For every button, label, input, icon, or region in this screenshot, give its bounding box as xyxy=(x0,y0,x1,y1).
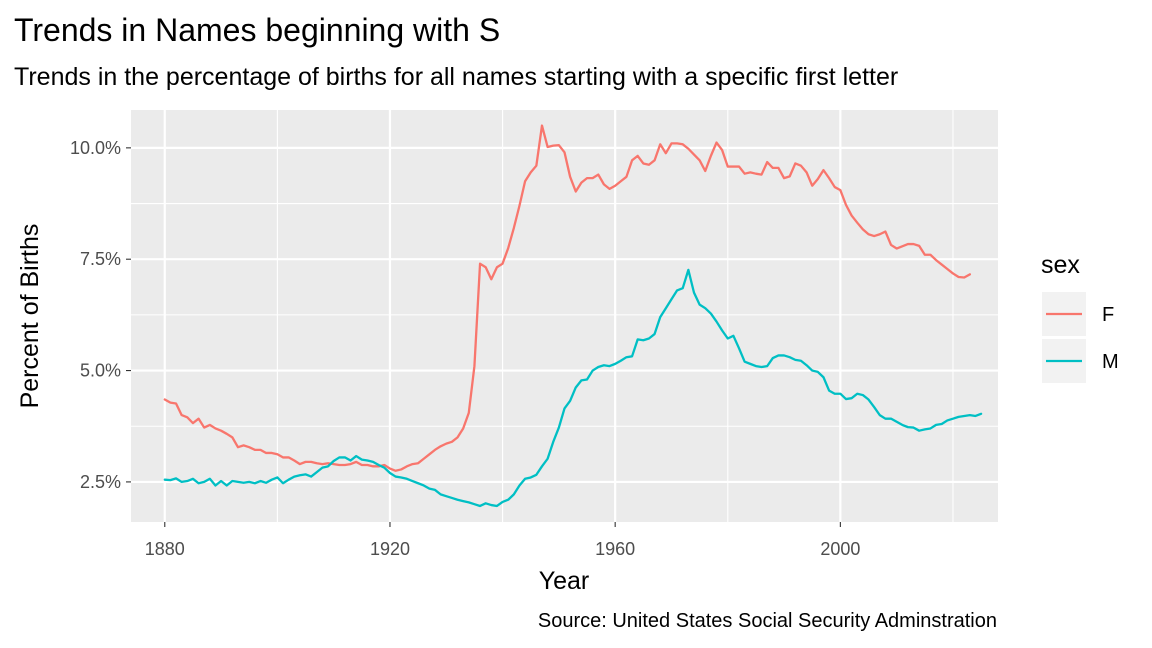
y-tick-label: 5.0% xyxy=(80,361,121,381)
chart-title: Trends in Names beginning with S xyxy=(14,12,500,48)
y-tick-label: 2.5% xyxy=(80,472,121,492)
chart-subtitle: Trends in the percentage of births for a… xyxy=(14,63,898,91)
series-lines xyxy=(163,124,983,508)
y-tick-label: 10.0% xyxy=(70,138,121,158)
legend-label-m: M xyxy=(1102,351,1119,373)
x-tick-label: 1880 xyxy=(145,539,185,559)
x-tick-label: 2000 xyxy=(820,539,860,559)
y-axis: 2.5% 5.0% 7.5% 10.0% xyxy=(70,138,131,492)
minor-gridlines xyxy=(131,110,998,522)
legend: sex F M xyxy=(1041,251,1119,383)
plot-panel xyxy=(131,110,998,522)
x-tick-label: 1920 xyxy=(370,539,410,559)
y-tick-label: 7.5% xyxy=(80,249,121,269)
x-axis: 1880 1920 1960 2000 xyxy=(145,522,860,559)
y-axis-title: Percent of Births xyxy=(16,224,44,409)
series-line-m xyxy=(163,268,983,508)
x-tick-label: 1960 xyxy=(595,539,635,559)
legend-label-f: F xyxy=(1102,304,1114,326)
series-line-f xyxy=(163,124,971,472)
x-axis-title: Year xyxy=(539,567,590,595)
major-gridlines xyxy=(131,110,998,522)
legend-title: sex xyxy=(1041,251,1080,279)
chart-caption: Source: United States Social Security Ad… xyxy=(538,610,997,632)
